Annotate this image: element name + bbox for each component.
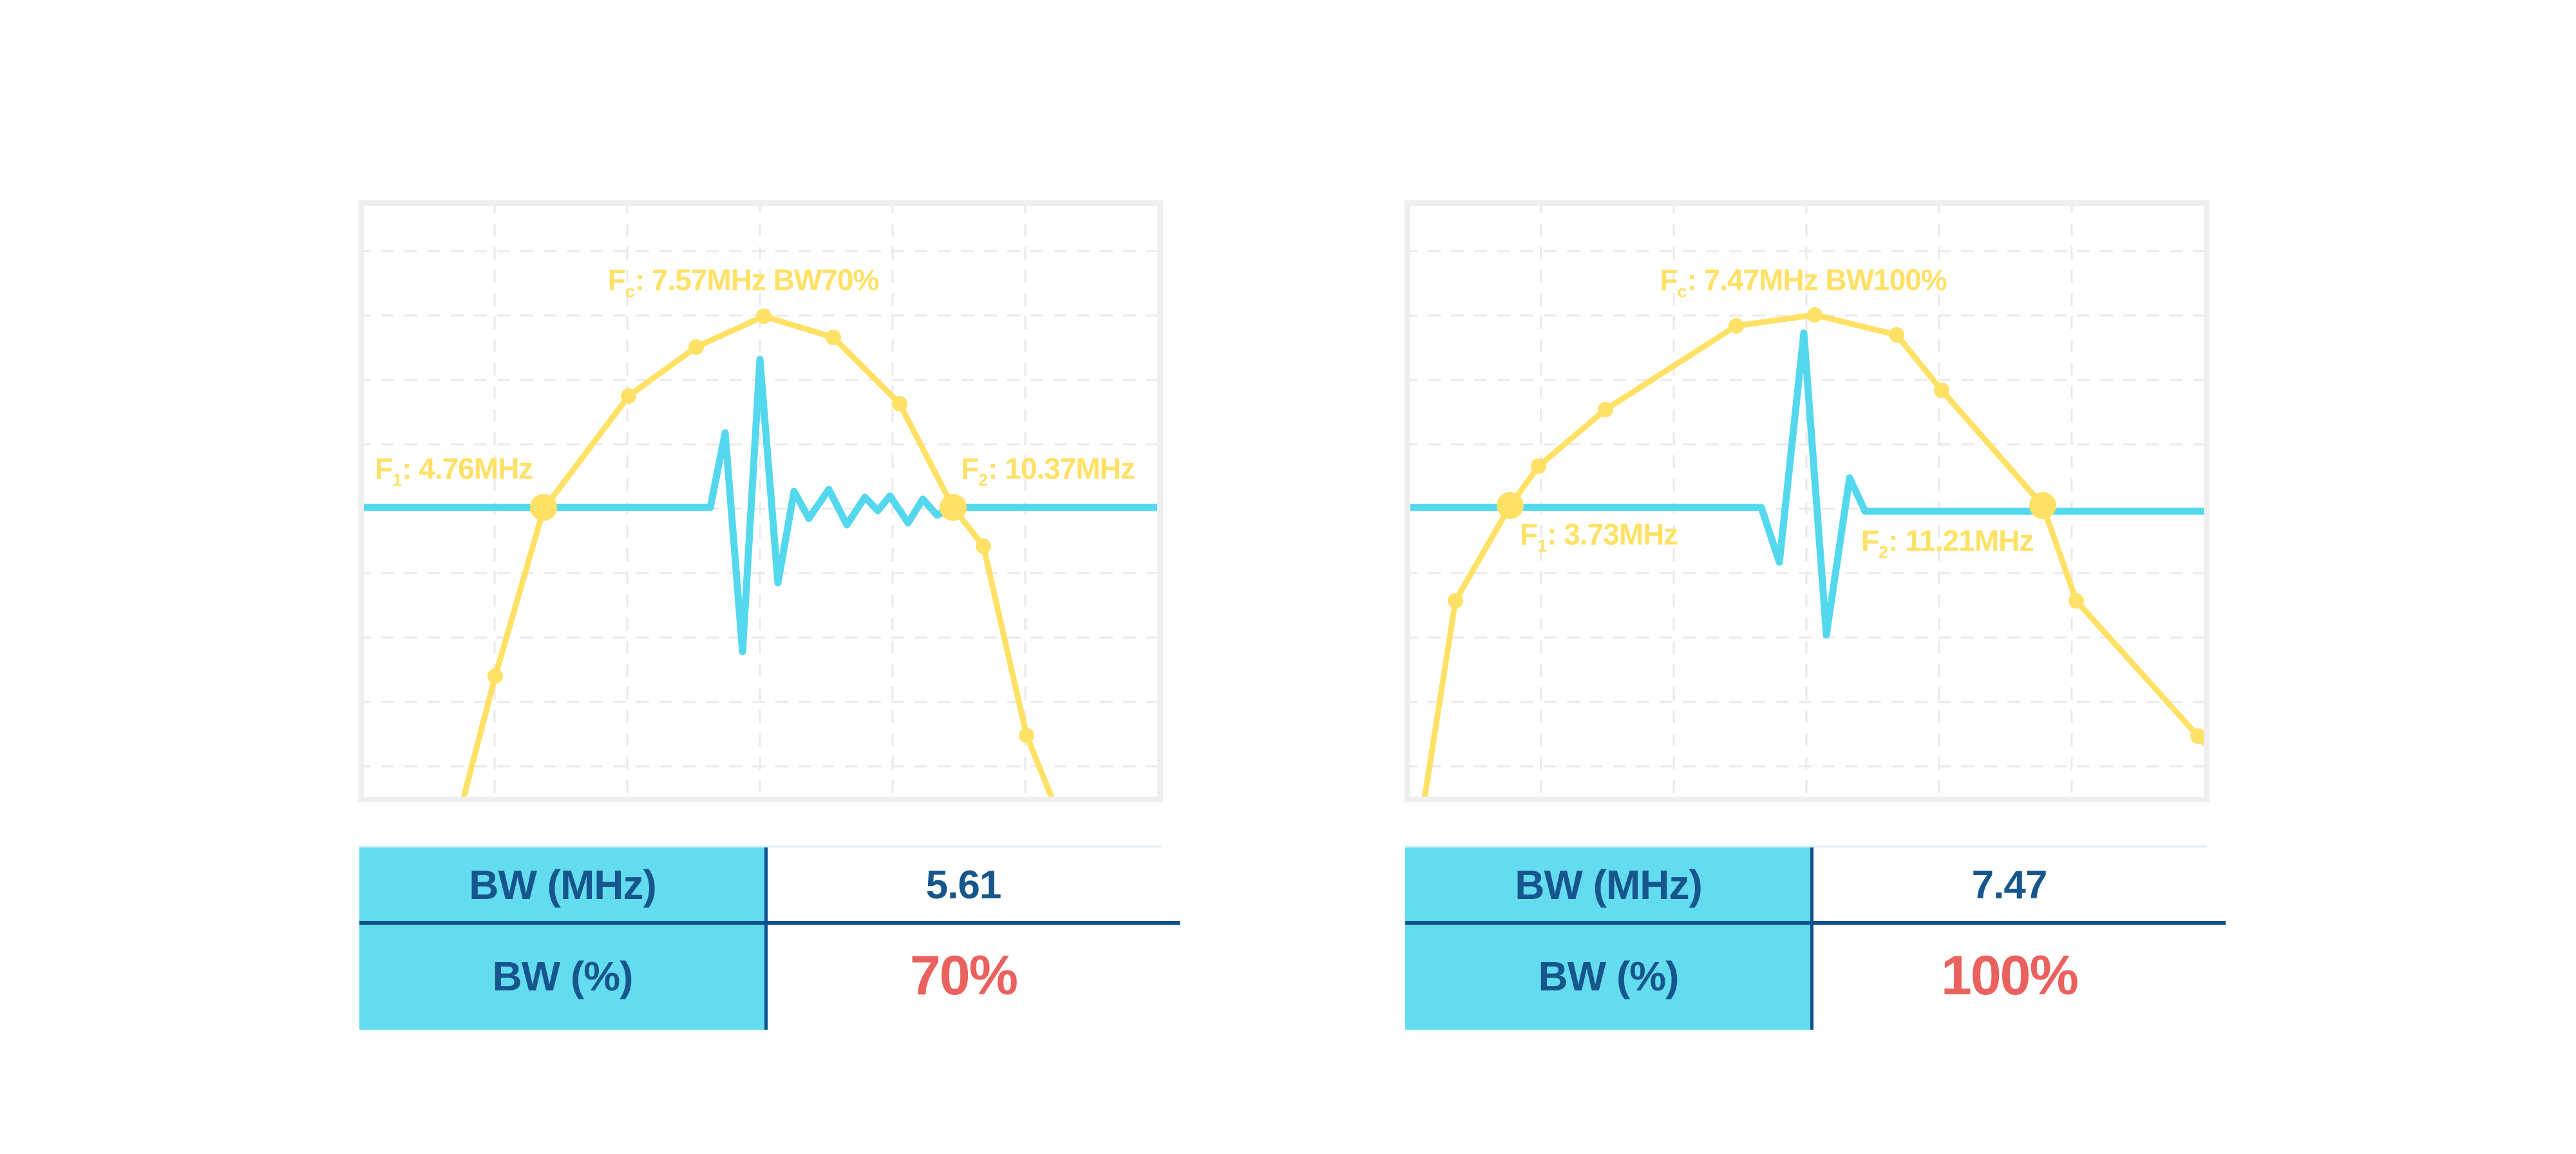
fc-value-text: : 7.57MHz BW70% [634, 263, 880, 297]
f2-symbol: F [1861, 524, 1879, 558]
fc-symbol: F [607, 263, 626, 297]
table-column-divider [764, 847, 768, 1030]
f2-symbol: F [961, 451, 979, 486]
f1-subscript: 1 [392, 470, 402, 490]
f1-subscript: 1 [1537, 536, 1548, 556]
table-row-divider [1405, 921, 2226, 925]
fc-annotation: Fc: 7.57MHz BW70% [607, 263, 880, 301]
f2-value-text: : 11.21MHz [1888, 524, 2034, 558]
fc-symbol: F [1660, 263, 1678, 297]
fc-annotation: Fc: 7.47MHz BW100% [1660, 263, 1947, 301]
table-top-divider [1405, 846, 2207, 847]
f2-annotation: F2: 11.21MHz [1861, 524, 2034, 562]
spectrum-panel-bw100: Fc: 7.47MHz BW100% F1: 3.73MHz F2: 11.21… [1405, 200, 2210, 802]
row-value-cell: 5.61 [766, 847, 1161, 922]
table-top-divider [359, 846, 1161, 847]
f1-symbol: F [1520, 517, 1538, 551]
table-row: BW (MHz) 7.47 [1405, 847, 2207, 922]
row-label-cell: BW (%) [1405, 922, 1812, 1030]
frequency-spectrum-chart-bw70 [358, 200, 1163, 802]
f2-value-text: : 10.37MHz [988, 451, 1135, 486]
row-value-cell: 70% [766, 922, 1161, 1030]
f1-value-text: : 3.73MHz [1547, 517, 1678, 551]
bandwidth-table-bw100: BW (MHz) 7.47 BW (%) 100% [1405, 846, 2226, 1030]
row-label-cell: BW (%) [359, 922, 766, 1030]
table-row-divider [359, 921, 1180, 925]
row-label-cell: BW (MHz) [1405, 847, 1812, 922]
fc-subscript: c [1677, 281, 1687, 301]
f2-subscript: 2 [978, 470, 989, 490]
row-value-cell: 7.47 [1812, 847, 2207, 922]
table-row: BW (%) 70% [359, 922, 1161, 1030]
table-column-divider [1810, 847, 1814, 1030]
bandwidth-table-bw70: BW (MHz) 5.61 BW (%) 70% [359, 846, 1180, 1030]
f1-symbol: F [375, 451, 393, 486]
f2-annotation: F2: 10.37MHz [961, 454, 1135, 489]
frequency-spectrum-chart-bw100 [1405, 200, 2210, 802]
f1-value-text: : 4.76MHz [402, 451, 533, 486]
row-label-cell: BW (MHz) [359, 847, 766, 922]
f1-annotation: F1: 4.76MHz [375, 454, 533, 489]
table-row: BW (%) 100% [1405, 922, 2207, 1030]
fc-subscript: c [625, 281, 635, 301]
spectrum-panel-bw70: Fc: 7.57MHz BW70% F1: 4.76MHz F2: 10.37M… [358, 200, 1163, 802]
row-value-cell: 100% [1812, 922, 2207, 1030]
fc-value-text: : 7.47MHz BW100% [1687, 263, 1947, 297]
f1-annotation: F1: 3.73MHz [1520, 520, 1678, 555]
table-row: BW (MHz) 5.61 [359, 847, 1161, 922]
f2-subscript: 2 [1879, 542, 1889, 562]
